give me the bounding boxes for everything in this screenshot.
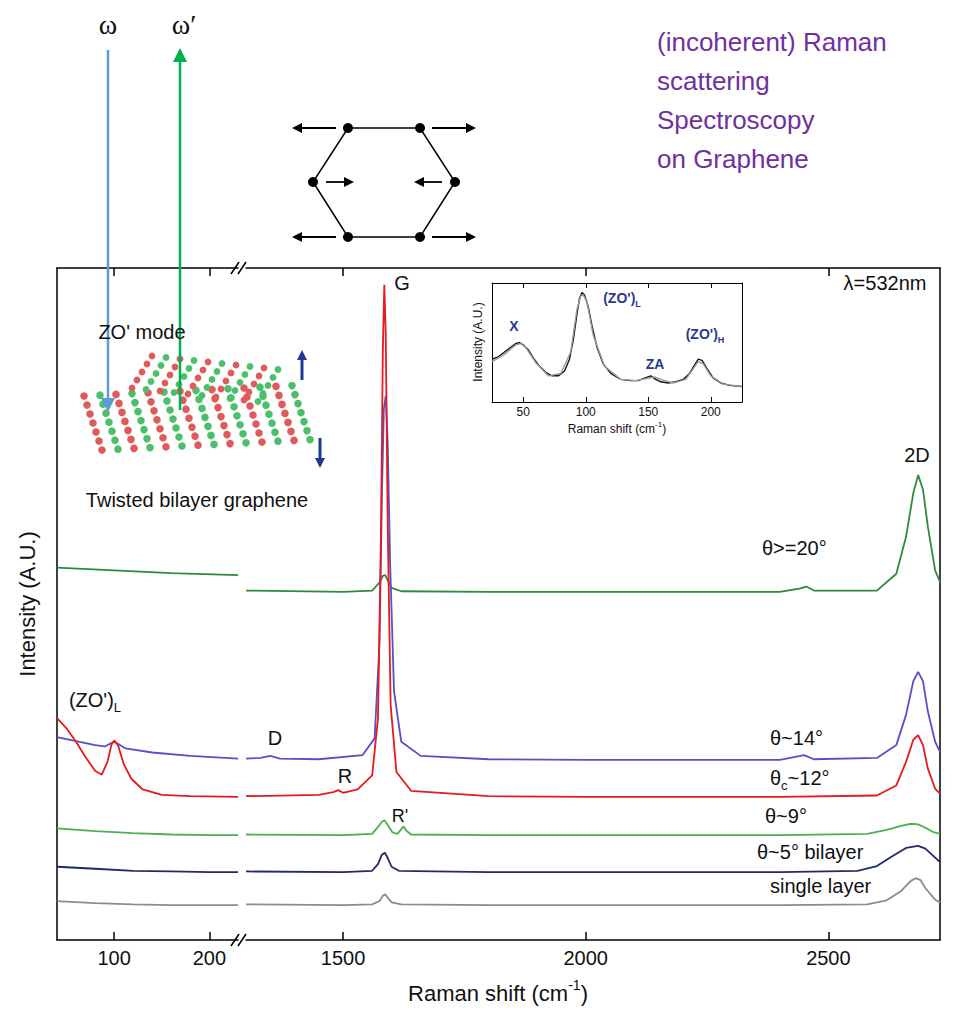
svg-text:200: 200 [701, 405, 721, 419]
svg-text:Intensity (A.U.): Intensity (A.U.) [471, 302, 485, 381]
svg-text:100: 100 [576, 405, 596, 419]
svg-text:(ZO'): (ZO') [686, 326, 718, 342]
svg-text:L: L [635, 299, 641, 309]
svg-text:Spectroscopy: Spectroscopy [657, 105, 815, 135]
svg-text:~12°: ~12° [788, 767, 830, 789]
svg-text:H: H [718, 335, 725, 345]
svg-text:Raman shift (cm: Raman shift (cm [408, 981, 568, 1006]
svg-text:ω: ω [99, 9, 117, 40]
svg-text:θ>=20°: θ>=20° [762, 537, 827, 559]
svg-text:θ~5° bilayer: θ~5° bilayer [757, 841, 864, 863]
svg-text:G: G [394, 272, 410, 294]
svg-text:): ) [662, 422, 666, 436]
svg-text:50: 50 [517, 405, 531, 419]
svg-text:2D: 2D [904, 444, 930, 466]
svg-text:R': R' [392, 806, 408, 826]
svg-text:150: 150 [638, 405, 658, 419]
svg-text:D: D [268, 727, 282, 749]
svg-text:single layer: single layer [770, 875, 872, 897]
svg-text:2000: 2000 [563, 947, 608, 969]
svg-text:(ZO'): (ZO') [603, 290, 635, 306]
svg-text:θ: θ [770, 767, 781, 789]
svg-text:Intensity (A.U.): Intensity (A.U.) [15, 531, 40, 676]
svg-text:θ~9°: θ~9° [765, 805, 807, 827]
svg-text:λ=532nm: λ=532nm [844, 272, 927, 294]
svg-text:200: 200 [193, 947, 226, 969]
svg-text:Raman shift (cm: Raman shift (cm [568, 422, 655, 436]
svg-text:(incoherent) Raman: (incoherent) Raman [657, 27, 887, 57]
svg-text:100: 100 [97, 947, 130, 969]
svg-text:R: R [338, 765, 352, 787]
svg-text:(ZO'): (ZO') [69, 689, 114, 711]
svg-text:scattering: scattering [657, 66, 770, 96]
svg-text:ZA: ZA [646, 356, 665, 372]
svg-text:1500: 1500 [321, 947, 366, 969]
svg-text:Twisted bilayer graphene: Twisted bilayer graphene [86, 489, 308, 511]
svg-text:ZO' mode: ZO' mode [98, 321, 185, 343]
svg-text:θ~14°: θ~14° [770, 727, 823, 749]
svg-text:ω′: ω′ [172, 9, 197, 40]
svg-text:-1: -1 [655, 420, 663, 429]
svg-text:c: c [781, 778, 788, 793]
svg-text:2500: 2500 [806, 947, 851, 969]
svg-text:L: L [114, 700, 121, 715]
svg-text:): ) [581, 981, 588, 1006]
svg-text:on Graphene: on Graphene [657, 144, 809, 174]
svg-text:X: X [509, 318, 519, 334]
svg-text:-1: -1 [568, 977, 581, 993]
